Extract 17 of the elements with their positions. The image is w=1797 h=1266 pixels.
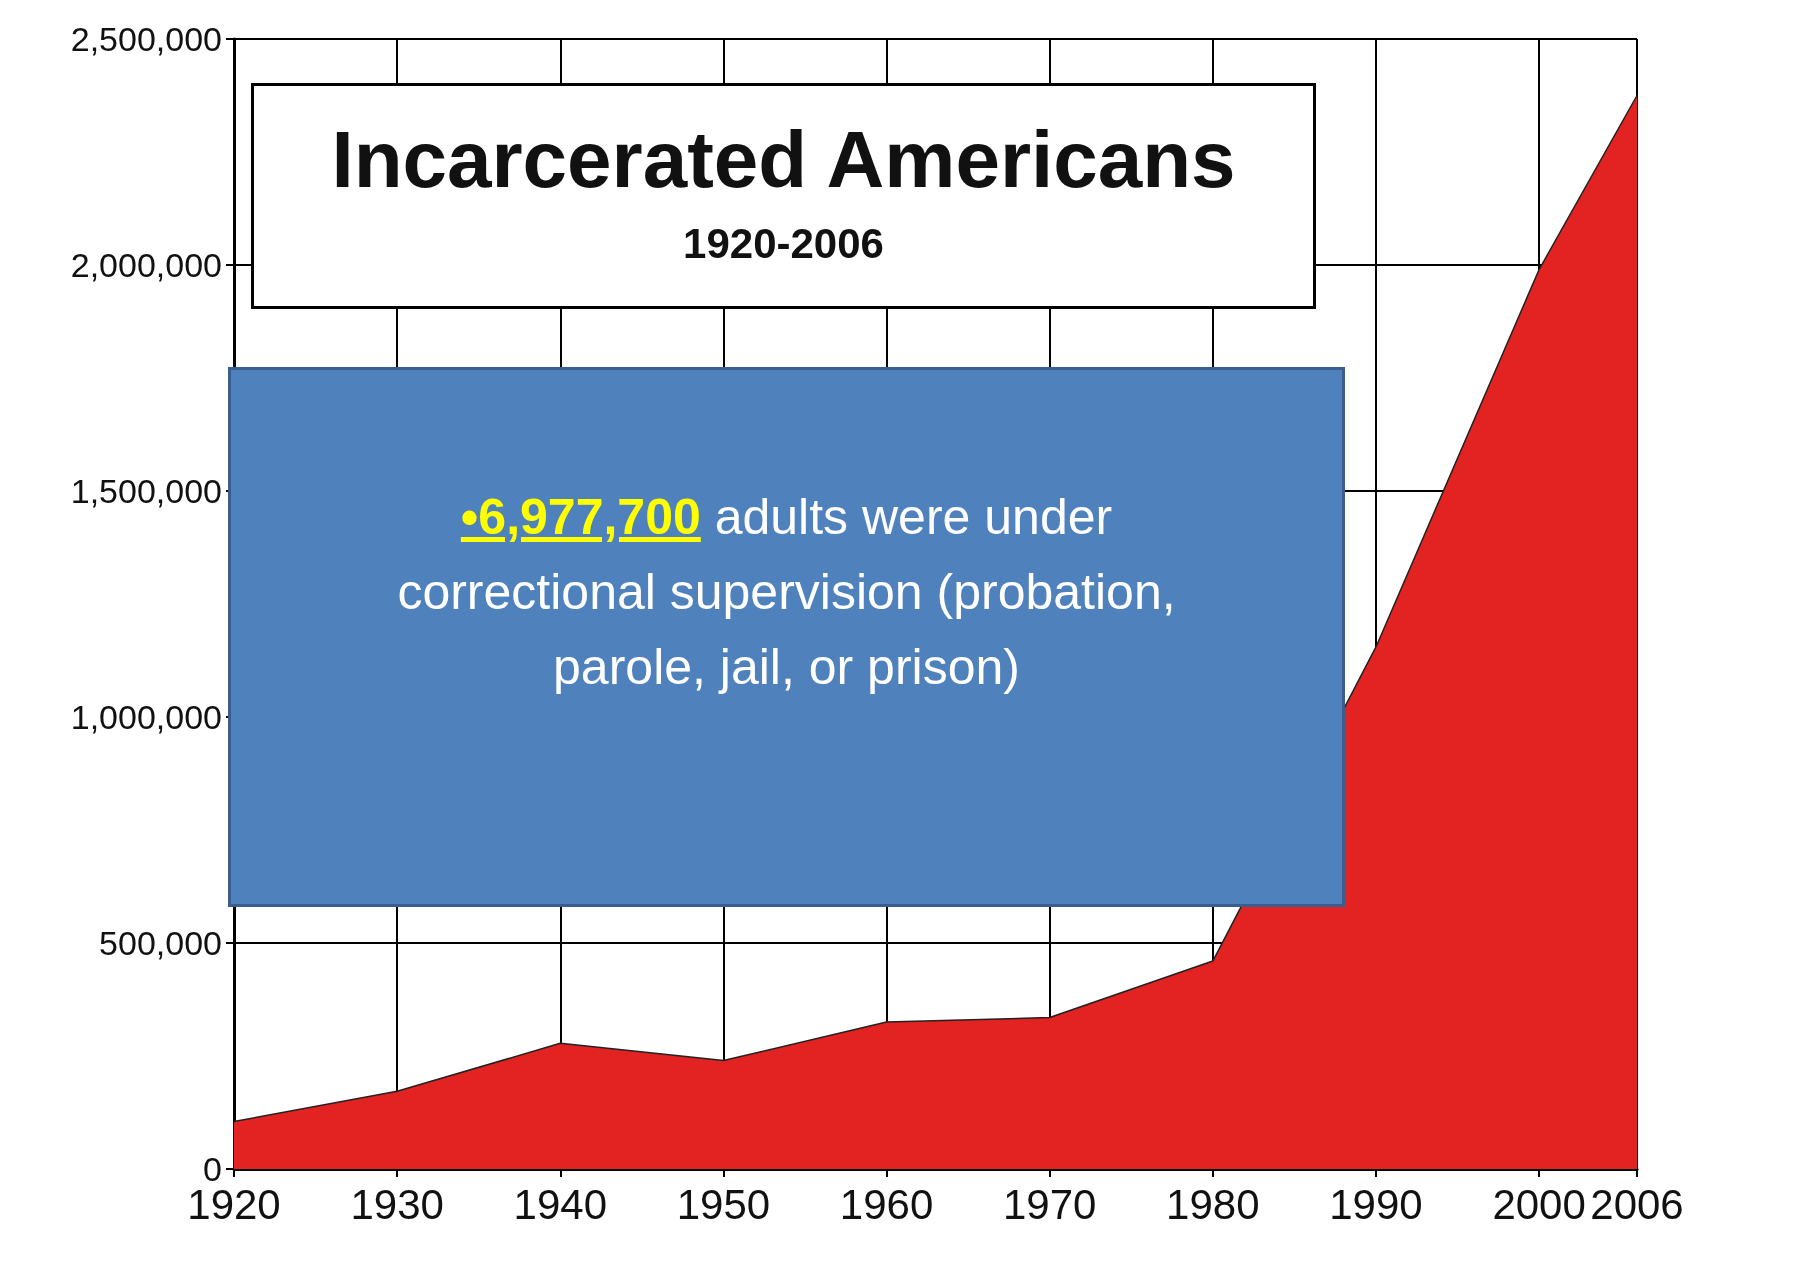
annotation: •6,977,700 adults were under correctional supervision (probation, parole, jail, or prison) [397, 488, 1176, 695]
x-tick-label: 1970 [1002, 1180, 1097, 1228]
y-tick-label: 1,500,000 [70, 472, 222, 510]
x-tick-label: 2006 [1590, 1180, 1684, 1228]
y-tick-label: 500,000 [99, 924, 222, 962]
x-tick-label: 1940 [513, 1180, 607, 1228]
x-tick-label: 1950 [676, 1180, 771, 1228]
text-box: •6,977,700 adults were under correctional supervision (probation, parole, jail, or prison) [228, 367, 1345, 907]
x-tick-label: 1990 [1329, 1180, 1423, 1228]
x-tick-label: 2000 [1492, 1180, 1586, 1228]
title-box: Incarcerated Americans 1920-2006 [251, 83, 1316, 309]
x-tick-label: 1980 [1166, 1180, 1260, 1228]
y-tick-label: 1,000,000 [70, 698, 222, 736]
y-tick-label: 2,500,000 [70, 20, 222, 58]
x-tick-label: 1960 [839, 1180, 934, 1228]
y-tick-label: 2,000,000 [70, 246, 222, 284]
x-tick-label: 1930 [350, 1180, 444, 1228]
